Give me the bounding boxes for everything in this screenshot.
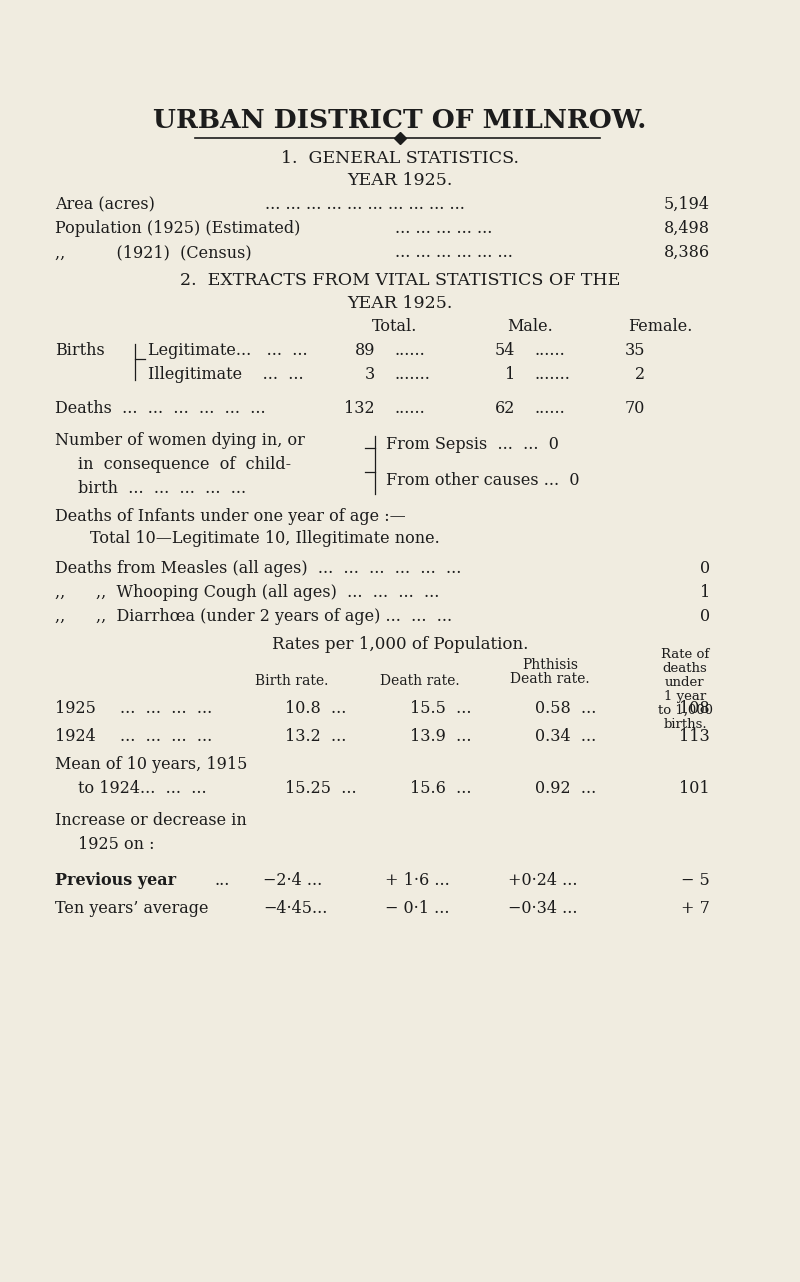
Text: 8,498: 8,498 [664, 221, 710, 237]
Text: ... ... ... ... ... ... ... ... ... ...: ... ... ... ... ... ... ... ... ... ... [265, 196, 465, 213]
Text: 13.2  ...: 13.2 ... [285, 728, 346, 745]
Text: 13.9  ...: 13.9 ... [410, 728, 471, 745]
Text: Birth rate.: Birth rate. [255, 674, 329, 688]
Text: 1: 1 [700, 585, 710, 601]
Text: From Sepsis  ...  ...  0: From Sepsis ... ... 0 [386, 436, 559, 453]
Text: Death rate.: Death rate. [510, 672, 590, 686]
Text: YEAR 1925.: YEAR 1925. [347, 295, 453, 312]
Text: 35: 35 [625, 342, 645, 359]
Text: Number of women dying in, or: Number of women dying in, or [55, 432, 305, 449]
Text: ......: ...... [395, 342, 426, 359]
Text: 0.34  ...: 0.34 ... [535, 728, 596, 745]
Text: − 5: − 5 [682, 872, 710, 888]
Text: Illegitimate    ...  ...: Illegitimate ... ... [148, 365, 304, 383]
Text: From other causes ...  0: From other causes ... 0 [386, 472, 579, 488]
Text: Legitimate...   ...  ...: Legitimate... ... ... [148, 342, 308, 359]
Text: Death rate.: Death rate. [380, 674, 460, 688]
Text: Female.: Female. [628, 318, 692, 335]
Text: Deaths from Measles (all ages)  ...  ...  ...  ...  ...  ...: Deaths from Measles (all ages) ... ... .… [55, 560, 462, 577]
Text: ... ... ... ... ... ...: ... ... ... ... ... ... [395, 244, 513, 262]
Text: ... ... ... ... ...: ... ... ... ... ... [395, 221, 492, 237]
Text: Total 10—Legitimate 10, Illegitimate none.: Total 10—Legitimate 10, Illegitimate non… [90, 529, 440, 547]
Text: Rates per 1,000 of Population.: Rates per 1,000 of Population. [272, 636, 528, 653]
Text: Deaths  ...  ...  ...  ...  ...  ...: Deaths ... ... ... ... ... ... [55, 400, 266, 417]
Text: ...  ...  ...  ...: ... ... ... ... [120, 728, 212, 745]
Text: + 1·6 ...: + 1·6 ... [385, 872, 450, 888]
Text: Increase or decrease in: Increase or decrease in [55, 812, 246, 829]
Text: 0: 0 [700, 560, 710, 577]
Text: 113: 113 [679, 728, 710, 745]
Text: ,,      ,,  Diarrhœa (under 2 years of age) ...  ...  ...: ,, ,, Diarrhœa (under 2 years of age) ..… [55, 608, 452, 626]
Text: Phthisis: Phthisis [522, 658, 578, 672]
Text: 1925 on :: 1925 on : [78, 836, 154, 853]
Text: 15.6  ...: 15.6 ... [410, 779, 471, 797]
Text: 3: 3 [365, 365, 375, 383]
Text: births.: births. [663, 718, 707, 731]
Text: ...: ... [215, 872, 230, 888]
Text: +0·24 ...: +0·24 ... [508, 872, 578, 888]
Text: birth  ...  ...  ...  ...  ...: birth ... ... ... ... ... [78, 479, 246, 497]
Text: 5,194: 5,194 [664, 196, 710, 213]
Text: URBAN DISTRICT OF MILNROW.: URBAN DISTRICT OF MILNROW. [154, 108, 646, 133]
Text: 132: 132 [344, 400, 375, 417]
Text: to 1,000: to 1,000 [658, 704, 713, 717]
Text: 54: 54 [494, 342, 515, 359]
Text: 1925: 1925 [55, 700, 96, 717]
Text: 0.92  ...: 0.92 ... [535, 779, 596, 797]
Text: 62: 62 [494, 400, 515, 417]
Text: − 0·1 ...: − 0·1 ... [385, 900, 450, 917]
Text: 0.58  ...: 0.58 ... [535, 700, 596, 717]
Text: −4·45...: −4·45... [263, 900, 327, 917]
Text: + 7: + 7 [681, 900, 710, 917]
Text: 2.  EXTRACTS FROM VITAL STATISTICS OF THE: 2. EXTRACTS FROM VITAL STATISTICS OF THE [180, 272, 620, 288]
Text: .......: ....... [535, 365, 571, 383]
Text: ......: ...... [395, 400, 426, 417]
Text: ......: ...... [535, 342, 566, 359]
Text: 1924: 1924 [55, 728, 96, 745]
Text: 2: 2 [635, 365, 645, 383]
Text: YEAR 1925.: YEAR 1925. [347, 172, 453, 188]
Text: Male.: Male. [507, 318, 553, 335]
Text: 0: 0 [700, 608, 710, 626]
Text: 8,386: 8,386 [664, 244, 710, 262]
Text: in  consequence  of  child-: in consequence of child- [78, 456, 291, 473]
Text: ...  ...  ...  ...: ... ... ... ... [120, 700, 212, 717]
Text: Population (1925) (Estimated): Population (1925) (Estimated) [55, 221, 300, 237]
Text: 10.8  ...: 10.8 ... [285, 700, 346, 717]
Text: ,,      ,,  Whooping Cough (all ages)  ...  ...  ...  ...: ,, ,, Whooping Cough (all ages) ... ... … [55, 585, 439, 601]
Text: 70: 70 [625, 400, 645, 417]
Text: .......: ....... [395, 365, 431, 383]
Text: Deaths of Infants under one year of age :—: Deaths of Infants under one year of age … [55, 508, 406, 526]
Text: 101: 101 [679, 779, 710, 797]
Text: −2·4 ...: −2·4 ... [263, 872, 322, 888]
Text: Area (acres): Area (acres) [55, 196, 155, 213]
Text: 15.25  ...: 15.25 ... [285, 779, 357, 797]
Text: Rate of: Rate of [661, 647, 709, 662]
Text: 108: 108 [679, 700, 710, 717]
Text: 1 year: 1 year [664, 690, 706, 703]
Text: to 1924...  ...  ...: to 1924... ... ... [78, 779, 206, 797]
Text: 1.  GENERAL STATISTICS.: 1. GENERAL STATISTICS. [281, 150, 519, 167]
Text: 15.5  ...: 15.5 ... [410, 700, 471, 717]
Text: 1: 1 [505, 365, 515, 383]
Text: −0·34 ...: −0·34 ... [508, 900, 578, 917]
Text: deaths: deaths [662, 662, 707, 676]
Text: Previous year: Previous year [55, 872, 176, 888]
Text: Ten years’ average: Ten years’ average [55, 900, 209, 917]
Text: under: under [665, 676, 705, 688]
Text: Births: Births [55, 342, 105, 359]
Text: ,,          (1921)  (Census): ,, (1921) (Census) [55, 244, 252, 262]
Text: Total.: Total. [372, 318, 418, 335]
Text: 89: 89 [354, 342, 375, 359]
Text: Mean of 10 years, 1915: Mean of 10 years, 1915 [55, 756, 247, 773]
Text: ......: ...... [535, 400, 566, 417]
